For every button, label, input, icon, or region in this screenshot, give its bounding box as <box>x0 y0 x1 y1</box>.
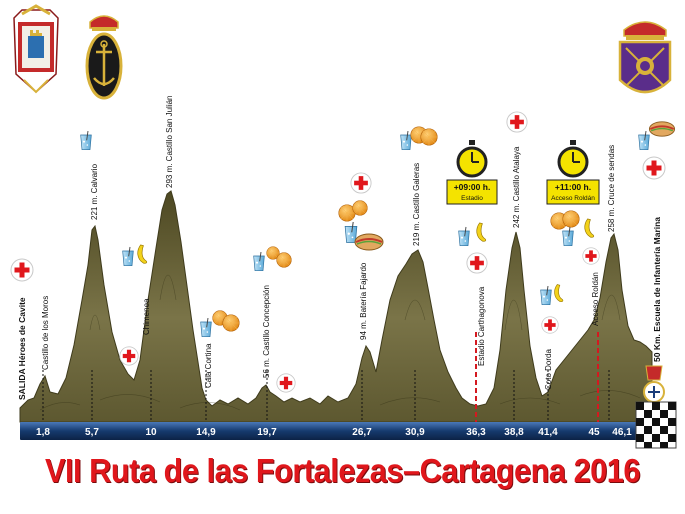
km-label: 26,7 <box>352 427 372 438</box>
red-cross-icon <box>466 252 488 274</box>
drink-icon <box>122 246 134 267</box>
waypoint-label-cala-cortina: Cala Cortina <box>204 343 213 388</box>
marine-infantry-emblem <box>618 21 672 94</box>
waypoint-label-chimenea: Chimenea <box>142 298 151 335</box>
red-cross-icon <box>582 247 600 265</box>
cutoff-time: +11:00 h. <box>555 182 591 192</box>
banana-icon <box>554 284 564 302</box>
drink-icon <box>344 222 358 244</box>
waypoint-label-castillo-atalaya: 242 m. Castillo Atalaya <box>512 146 521 228</box>
waypoint-label-salida: SALIDA Héroes de Cavite <box>17 297 27 400</box>
red-cross-icon <box>506 111 528 133</box>
red-cross-icon <box>119 346 139 366</box>
axis-bar <box>20 422 640 440</box>
cutoff-box <box>546 179 600 205</box>
cartagena-coat-of-arms <box>13 4 59 94</box>
finish-flag-emblem <box>635 365 677 449</box>
km-label: 38,8 <box>504 427 524 438</box>
waypoint-label-calvario: 221 m. Calvario <box>90 163 99 220</box>
banana-icon <box>476 222 487 242</box>
cutoff-time: +09:00 h. <box>454 182 491 192</box>
waypoint-label-castillo-galeras: 219 m. Castillo Galeras <box>412 163 421 246</box>
waypoint-label-estadio-carthagonova: Estadio Carthagonova <box>477 286 486 366</box>
red-cross-icon <box>541 316 559 334</box>
elevation-profile <box>19 190 653 423</box>
waypoint-label-finish: 50 Km. Escuela de Infantería Marina <box>652 217 662 362</box>
navy-anchor-emblem <box>85 15 123 100</box>
event-title: VII Ruta de las Fortalezas–Cartagena 201… <box>44 452 640 489</box>
km-label: 46,1 <box>612 427 632 438</box>
orange-icon <box>562 210 580 228</box>
orange-icon <box>222 314 240 332</box>
orange-icon <box>352 200 368 216</box>
red-cross-icon <box>642 156 666 180</box>
cutoff-place: Acceso Roldán <box>551 195 595 202</box>
drink-icon <box>253 252 265 272</box>
stopwatch-icon <box>456 140 488 178</box>
drink-icon <box>562 226 574 247</box>
sandwich-icon <box>648 120 676 138</box>
red-cross-icon <box>10 258 34 282</box>
orange-icon <box>420 128 438 146</box>
drink-icon <box>458 226 470 247</box>
stopwatch-icon <box>557 140 589 178</box>
waypoint-label-cruce-sendas: 258 m. Cruce de sendas <box>607 145 616 232</box>
km-label: 10 <box>145 427 157 438</box>
km-label: 1,8 <box>36 427 50 438</box>
orange-icon <box>276 252 292 268</box>
waypoint-label-coto-dorda: Coto Dorda <box>544 349 553 390</box>
red-cross-icon <box>350 172 372 194</box>
red-cross-icon <box>276 373 296 393</box>
cutoff-timer-acceso-roldan: +11:00 h. Acceso Roldán <box>546 140 600 205</box>
cutoff-timer-estadio: +09:00 h. Estadio <box>446 140 498 205</box>
cutoff-place: Estadio <box>461 195 483 202</box>
banana-icon <box>584 218 595 238</box>
distance-axis: 1,8 5,7 10 14,9 19,7 26,7 30,9 36,3 38,8… <box>20 370 640 440</box>
km-label: 14,9 <box>196 427 216 438</box>
waypoint-label-castillo-moros: Castillo de los Moros <box>41 296 50 370</box>
drink-icon <box>200 318 212 338</box>
waypoint-label-acceso-roldan: Acceso Roldán <box>591 272 600 326</box>
sandwich-icon <box>354 233 384 251</box>
km-label: 45 <box>588 427 600 438</box>
km-label: 19,7 <box>257 427 277 438</box>
km-tick-lines <box>42 370 610 422</box>
drink-icon <box>540 286 552 306</box>
elevation-area <box>19 190 653 423</box>
drink-icon <box>400 131 412 151</box>
cutoff-box <box>446 179 498 205</box>
waypoint-label-bateria-fajardo: 94 m. Batería Fajardo <box>359 262 368 340</box>
km-label: 30,9 <box>405 427 425 438</box>
km-label: 5,7 <box>85 427 99 438</box>
waypoint-label-castillo-concepcion: 56 m. Castillo Concepción <box>262 285 271 378</box>
drink-icon <box>638 131 650 151</box>
drink-icon <box>80 131 92 151</box>
waypoint-labels: SALIDA Héroes de Cavite Castillo de los … <box>17 96 662 401</box>
banana-icon <box>137 244 148 264</box>
waypoint-label-castillo-san-julian: 293 m. Castillo San Julián <box>165 96 174 189</box>
km-label: 36,3 <box>466 427 486 438</box>
km-label: 41,4 <box>538 427 558 438</box>
